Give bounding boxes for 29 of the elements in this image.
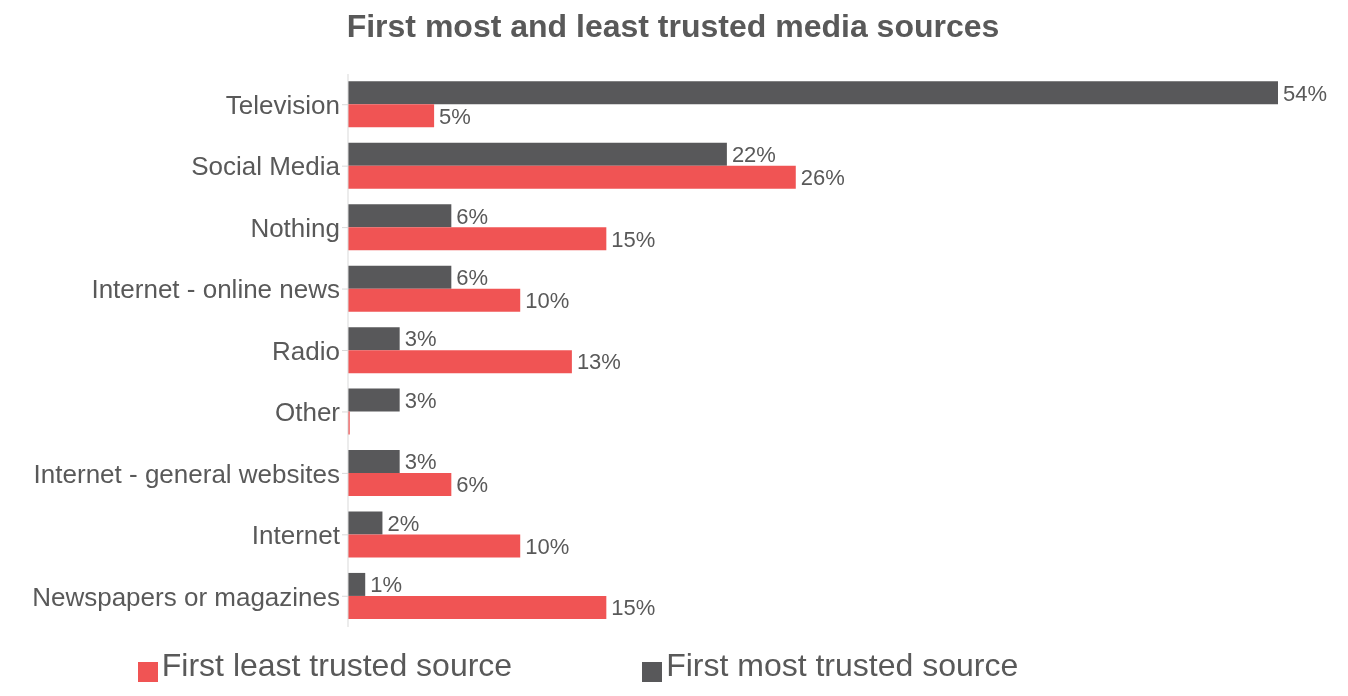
y-tick-label: Internet	[251, 520, 341, 551]
y-tick-label: Television	[225, 89, 340, 120]
data-label: 3%	[404, 449, 437, 475]
y-tick-label: Nothing	[250, 212, 340, 243]
data-label: 6%	[456, 265, 489, 291]
y-tick-label: Radio	[272, 335, 340, 366]
legend-label: First least trusted source	[161, 647, 513, 683]
data-label: 3%	[404, 326, 437, 352]
data-label: 13%	[576, 349, 621, 375]
data-label: 15%	[611, 226, 656, 252]
data-label: 6%	[456, 472, 489, 498]
data-label: 15%	[611, 595, 656, 621]
data-label: 3%	[404, 387, 437, 413]
data-label: 1%	[370, 572, 403, 598]
data-label: 10%	[525, 533, 570, 559]
data-label: 22%	[731, 142, 776, 168]
chart-title: First most and least trusted media sources	[345, 8, 1001, 46]
y-tick-label: Internet - general websites	[33, 458, 340, 489]
data-label: 5%	[439, 103, 471, 129]
y-tick-label: Newspapers or magazines	[32, 581, 340, 612]
y-tick-label: Other	[274, 397, 341, 428]
y-tick-label: Internet - online news	[91, 274, 340, 305]
legend-label: First most trusted source	[666, 647, 1019, 683]
data-label: 54%	[1283, 80, 1328, 106]
data-label: 10%	[525, 288, 570, 314]
data-label: 6%	[456, 203, 489, 229]
data-label: 2%	[387, 510, 420, 536]
data-label: 26%	[800, 165, 845, 191]
y-tick-label: Social Media	[191, 151, 341, 182]
